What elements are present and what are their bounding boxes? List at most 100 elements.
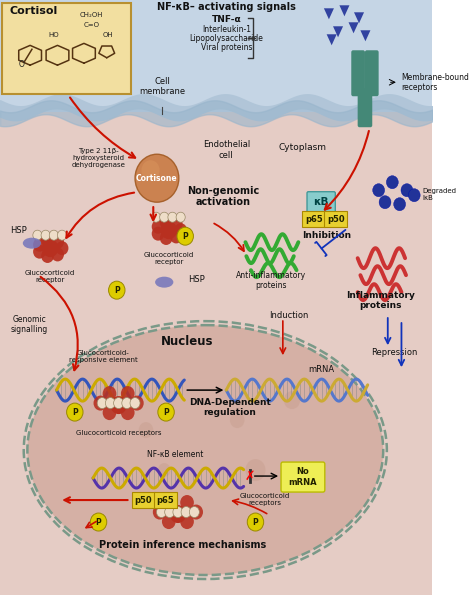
Circle shape: [55, 241, 68, 255]
Circle shape: [176, 212, 185, 222]
Circle shape: [141, 160, 160, 180]
Text: mRNA: mRNA: [309, 365, 335, 374]
Text: p65: p65: [156, 496, 174, 505]
Circle shape: [33, 245, 46, 259]
Circle shape: [91, 513, 107, 531]
Circle shape: [160, 215, 173, 230]
Circle shape: [156, 506, 166, 518]
Circle shape: [153, 505, 166, 519]
Circle shape: [161, 221, 177, 239]
Text: P: P: [72, 408, 78, 416]
Circle shape: [246, 459, 265, 481]
Text: Glucocorticoid-
responsive element: Glucocorticoid- responsive element: [69, 350, 137, 363]
Circle shape: [164, 506, 175, 518]
Circle shape: [158, 403, 174, 421]
Text: p50: p50: [135, 496, 152, 505]
Circle shape: [130, 396, 144, 411]
Polygon shape: [324, 8, 334, 19]
Circle shape: [130, 397, 140, 409]
Circle shape: [109, 281, 125, 299]
Text: P: P: [182, 231, 188, 241]
Text: Cytoplasm: Cytoplasm: [278, 143, 326, 152]
Circle shape: [121, 405, 135, 420]
Circle shape: [93, 396, 107, 411]
FancyBboxPatch shape: [302, 211, 325, 227]
Circle shape: [41, 230, 50, 240]
Circle shape: [408, 189, 420, 202]
Text: NF-κB element: NF-κB element: [147, 450, 203, 459]
Circle shape: [51, 235, 64, 249]
Circle shape: [170, 230, 182, 243]
Text: OH: OH: [103, 32, 114, 38]
Circle shape: [33, 230, 42, 240]
Circle shape: [152, 212, 161, 222]
Text: Degraded
IκB: Degraded IκB: [422, 187, 456, 201]
Circle shape: [189, 505, 203, 519]
Circle shape: [122, 397, 132, 409]
Circle shape: [160, 212, 169, 222]
Text: HO: HO: [48, 32, 59, 38]
Circle shape: [230, 412, 245, 428]
Circle shape: [41, 233, 54, 248]
Text: Cortisol: Cortisol: [9, 7, 57, 16]
Circle shape: [373, 184, 384, 197]
Circle shape: [181, 506, 191, 518]
Text: Interleukin-1: Interleukin-1: [202, 25, 251, 35]
Circle shape: [103, 386, 116, 401]
Circle shape: [174, 223, 187, 237]
Text: Type 2 11β-
hydroxysteroid
dehydrogenase: Type 2 11β- hydroxysteroid dehydrogenase: [72, 148, 126, 168]
FancyBboxPatch shape: [307, 192, 335, 212]
Text: Glucocorticoid
receptor: Glucocorticoid receptor: [25, 270, 75, 283]
Circle shape: [152, 220, 164, 234]
Circle shape: [189, 506, 200, 518]
Text: p50: p50: [327, 215, 345, 224]
Text: Glucocorticoid receptors: Glucocorticoid receptors: [76, 430, 161, 436]
Polygon shape: [333, 26, 343, 37]
Circle shape: [152, 227, 164, 240]
Circle shape: [105, 397, 115, 409]
Text: Repression: Repression: [371, 348, 417, 357]
Circle shape: [162, 495, 176, 510]
Circle shape: [168, 212, 177, 222]
Text: P: P: [163, 408, 169, 416]
Ellipse shape: [27, 325, 383, 575]
FancyBboxPatch shape: [132, 491, 155, 508]
Text: P: P: [96, 518, 101, 527]
Circle shape: [158, 463, 171, 477]
Circle shape: [97, 397, 107, 409]
Circle shape: [180, 495, 194, 510]
Ellipse shape: [155, 277, 173, 287]
Text: HSP: HSP: [188, 275, 205, 284]
Circle shape: [394, 198, 406, 211]
FancyBboxPatch shape: [358, 88, 372, 127]
Circle shape: [170, 505, 186, 523]
Polygon shape: [354, 12, 364, 23]
Text: No
mRNA: No mRNA: [289, 467, 317, 487]
FancyBboxPatch shape: [324, 211, 347, 227]
Text: Viral proteins: Viral proteins: [201, 43, 252, 52]
Text: CH₂OH: CH₂OH: [80, 12, 103, 18]
Text: Induction: Induction: [270, 311, 309, 320]
Polygon shape: [360, 30, 371, 41]
Text: TNF-α: TNF-α: [211, 15, 241, 24]
Circle shape: [110, 396, 127, 414]
Text: Endothelial
cell: Endothelial cell: [203, 140, 250, 159]
Circle shape: [401, 184, 413, 197]
FancyBboxPatch shape: [2, 3, 131, 94]
Text: Glucocorticoid
receptors: Glucocorticoid receptors: [239, 493, 290, 506]
Circle shape: [67, 403, 83, 421]
Circle shape: [177, 227, 193, 245]
Circle shape: [103, 405, 116, 420]
FancyBboxPatch shape: [281, 462, 325, 492]
Text: p65: p65: [305, 215, 323, 224]
Circle shape: [135, 154, 179, 202]
Circle shape: [170, 217, 182, 231]
Text: P: P: [114, 286, 119, 295]
Circle shape: [284, 391, 300, 409]
Ellipse shape: [23, 237, 41, 249]
Circle shape: [379, 196, 391, 209]
Text: Non-genomic
activation: Non-genomic activation: [187, 186, 260, 207]
Circle shape: [51, 248, 64, 261]
Circle shape: [160, 231, 173, 245]
Circle shape: [247, 513, 264, 531]
